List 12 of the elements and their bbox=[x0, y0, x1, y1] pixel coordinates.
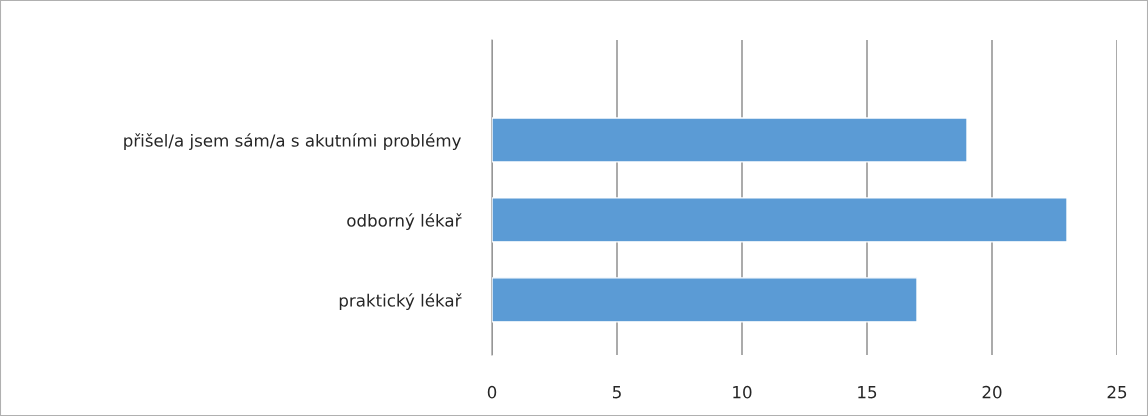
y-tick-label: praktický lékař bbox=[339, 293, 462, 310]
x-tick-label: 0 bbox=[487, 385, 497, 399]
bar bbox=[492, 277, 918, 323]
bar bbox=[492, 117, 968, 163]
x-tick-label: 5 bbox=[612, 386, 621, 399]
x-tick-label: 15 bbox=[858, 386, 877, 399]
bar bbox=[492, 197, 1068, 243]
y-tick-label: odborný lékař bbox=[347, 213, 462, 231]
y-tick-label: přišel/a jsem sám/a s akutními problémy bbox=[124, 133, 461, 151]
x-tick-label: 25 bbox=[1107, 385, 1127, 399]
x-tick-label: 20 bbox=[982, 385, 1002, 399]
x-tick-label: 10 bbox=[733, 385, 752, 399]
